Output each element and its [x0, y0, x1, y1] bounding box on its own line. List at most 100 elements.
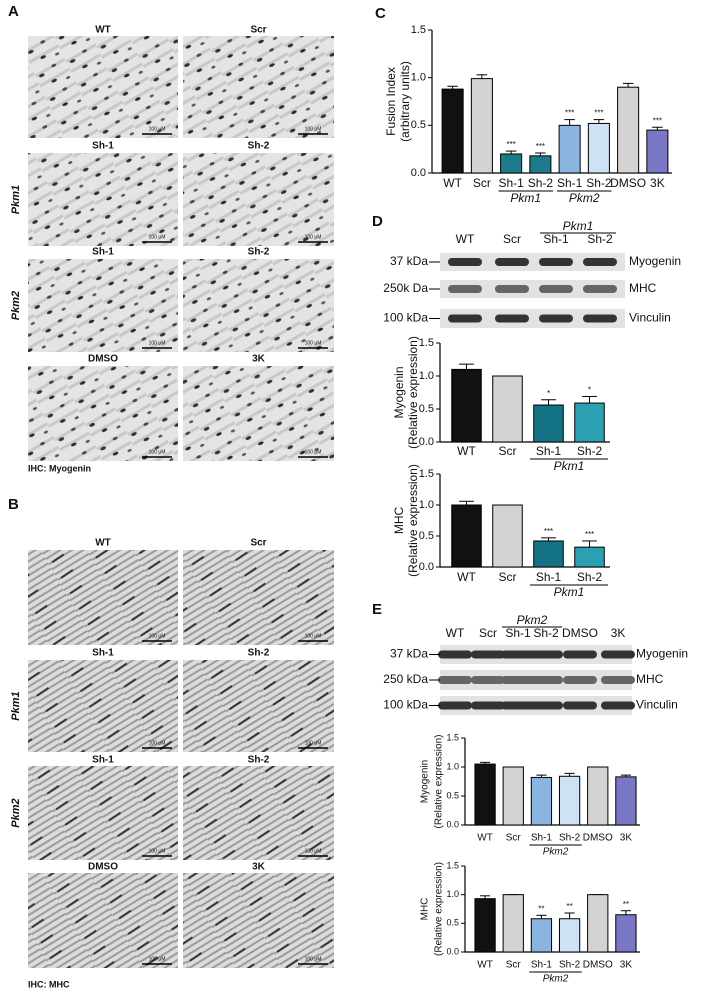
- image-label: Sh-2: [248, 141, 270, 152]
- x-tick-label: 3K: [620, 960, 633, 971]
- y-tick-label: 0.5: [411, 119, 426, 131]
- group-label: Pkm1: [554, 459, 585, 473]
- bar: [587, 122, 610, 174]
- image-label: Scr: [250, 538, 266, 549]
- blot-band: [448, 314, 482, 323]
- significance: ***: [506, 140, 515, 149]
- bar: [533, 540, 564, 568]
- protein-label: Vinculin: [629, 311, 671, 325]
- marker-label: 250k Da: [383, 281, 428, 295]
- y-tick-label: 1.5: [419, 337, 434, 349]
- lane-group-label: Pkm1: [563, 219, 594, 233]
- marker-label: 37 kDa: [390, 254, 428, 268]
- caption: IHC: MHC: [28, 979, 70, 989]
- x-tick-label: Scr: [506, 833, 522, 844]
- scale-bar-label: 100 μM: [305, 633, 322, 639]
- scale-bar-label: 100 μM: [149, 234, 166, 240]
- x-tick-label: Sh-1: [531, 833, 553, 844]
- y-tick-label: 0.0: [411, 167, 426, 179]
- bar: [574, 402, 605, 443]
- group-label: Pkm2: [569, 191, 600, 205]
- significance: ***: [544, 527, 553, 536]
- lane-label: WT: [456, 232, 475, 246]
- significance: **: [538, 904, 544, 913]
- bar: [530, 918, 553, 953]
- blot-band: [583, 314, 617, 323]
- bar: [587, 766, 609, 826]
- blot-band: [563, 701, 597, 710]
- scale-bar-label: 100 μM: [149, 848, 166, 854]
- x-tick-label: Sh-1: [557, 176, 583, 190]
- scale-bar-label: 100 μM: [149, 449, 166, 455]
- panel-label: D: [372, 213, 383, 230]
- blot-band: [471, 650, 505, 659]
- blot-strip: [440, 309, 625, 328]
- lane-label: DMSO: [562, 626, 598, 640]
- y-tick-label: 1.0: [446, 889, 459, 899]
- x-tick-label: Scr: [506, 960, 522, 971]
- y-axis-label: (Relative expression): [406, 336, 420, 449]
- bar: [474, 898, 496, 953]
- panel-label: C: [375, 5, 386, 22]
- blot-band: [501, 650, 535, 659]
- row-group-label: Pkm1: [10, 691, 22, 720]
- y-tick-label: 0.5: [446, 918, 459, 928]
- blot-band: [529, 676, 563, 684]
- y-axis-label: (Relative expression): [406, 464, 420, 577]
- bar: [530, 776, 553, 826]
- blot-band: [495, 285, 529, 293]
- y-tick-label: 0.5: [446, 790, 459, 800]
- blot-band: [438, 650, 472, 659]
- image-label: WT: [95, 25, 111, 36]
- bar: [502, 766, 524, 826]
- protein-label: MHC: [636, 672, 664, 686]
- y-tick-label: 1.0: [411, 72, 426, 84]
- blot-band: [539, 285, 573, 293]
- y-axis-label: (arbitrary units): [398, 61, 412, 142]
- bar: [558, 124, 581, 174]
- protein-label: MHC: [629, 281, 657, 295]
- micrograph: [183, 259, 334, 352]
- y-tick-label: 1.0: [419, 370, 434, 382]
- panel-label: E: [372, 601, 382, 618]
- micrograph: [28, 550, 178, 645]
- blot-band: [448, 258, 482, 266]
- blot-band: [471, 676, 505, 684]
- y-tick-label: 0.5: [419, 530, 434, 542]
- y-tick-label: 0.0: [446, 819, 459, 829]
- x-tick-label: DMSO: [583, 960, 613, 971]
- x-tick-label: WT: [477, 960, 493, 971]
- x-tick-label: Sh-1: [536, 570, 562, 584]
- x-tick-label: Sh-2: [577, 444, 603, 458]
- protein-label: Myogenin: [636, 647, 688, 661]
- bar: [587, 894, 609, 953]
- blot-band: [539, 314, 573, 323]
- marker-label: 250 kDa: [383, 672, 428, 686]
- image-label: DMSO: [88, 862, 118, 873]
- micrograph: [28, 366, 178, 461]
- significance: ***: [536, 142, 545, 151]
- row-group-label: Pkm1: [10, 185, 22, 214]
- x-tick-label: 3K: [650, 176, 665, 190]
- image-label: WT: [95, 538, 111, 549]
- bar: [451, 368, 482, 443]
- x-tick-label: WT: [477, 833, 493, 844]
- scale-bar-label: 100 μM: [149, 740, 166, 746]
- blot-band: [601, 650, 635, 659]
- lane-label: WT: [446, 626, 465, 640]
- bar: [533, 404, 564, 443]
- x-tick-label: Sh-2: [586, 176, 612, 190]
- blot-band: [583, 258, 617, 266]
- scale-bar-label: 100 μM: [305, 126, 322, 132]
- bar: [617, 86, 640, 174]
- x-tick-label: WT: [443, 176, 462, 190]
- row-group-label: Pkm2: [10, 798, 22, 827]
- micrograph: [183, 153, 334, 246]
- y-axis-label: MHC: [392, 507, 406, 535]
- y-axis-label: Fusion Index: [384, 67, 398, 136]
- x-tick-label: Sh-1: [536, 444, 562, 458]
- significance: ***: [565, 109, 574, 118]
- blot-band: [529, 650, 563, 659]
- panel-label: B: [8, 496, 19, 513]
